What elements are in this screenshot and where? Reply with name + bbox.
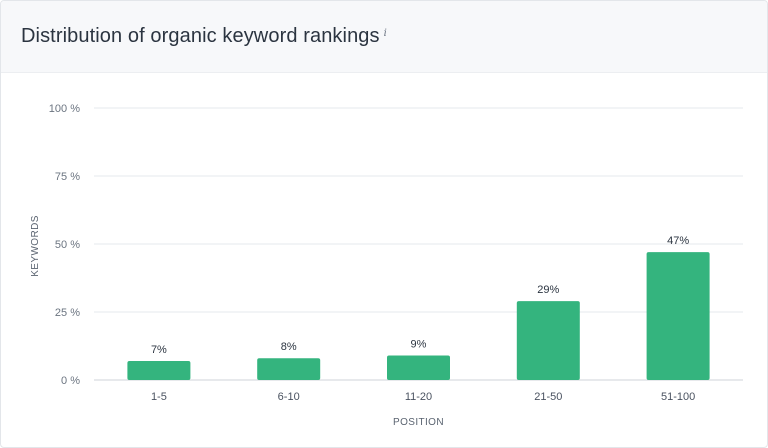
- bar: [387, 355, 450, 380]
- data-label: 47%: [667, 235, 689, 247]
- y-tick-label: 25 %: [55, 307, 80, 319]
- x-tick-label: 21-50: [534, 391, 562, 403]
- card-header: Distribution of organic keyword rankings…: [1, 1, 767, 73]
- x-tick-label: 6-10: [278, 391, 300, 403]
- bar-chart: 0 % 25 % 50 % 75 % 100 % 7% 1-5 8% 6-10 9% 11-20 29…: [30, 103, 743, 428]
- bar: [646, 252, 710, 380]
- bar: [127, 360, 191, 380]
- y-tick-label: 0 %: [61, 375, 80, 387]
- bar: [257, 358, 321, 380]
- x-tick-label: 11-20: [405, 391, 432, 403]
- x-axis-title: POSITION: [393, 417, 444, 428]
- card-title: Distribution of organic keyword rankings: [21, 25, 380, 47]
- info-icon[interactable]: i: [383, 27, 387, 39]
- data-label: 7%: [151, 344, 167, 356]
- data-label: 9%: [411, 339, 427, 351]
- chart-area: 0 % 25 % 50 % 75 % 100 % 7% 1-5 8% 6-10 9% 11-20 29…: [1, 74, 767, 447]
- data-label: 29%: [537, 284, 559, 296]
- x-tick-label: 51-100: [661, 391, 695, 403]
- bar: [516, 301, 580, 380]
- y-axis-title: KEYWORDS: [30, 215, 41, 277]
- y-tick-label: 75 %: [55, 171, 80, 183]
- y-tick-label: 100 %: [49, 103, 80, 115]
- x-tick-label: 1-5: [151, 391, 167, 403]
- data-label: 8%: [281, 341, 297, 353]
- y-tick-label: 50 %: [55, 239, 80, 251]
